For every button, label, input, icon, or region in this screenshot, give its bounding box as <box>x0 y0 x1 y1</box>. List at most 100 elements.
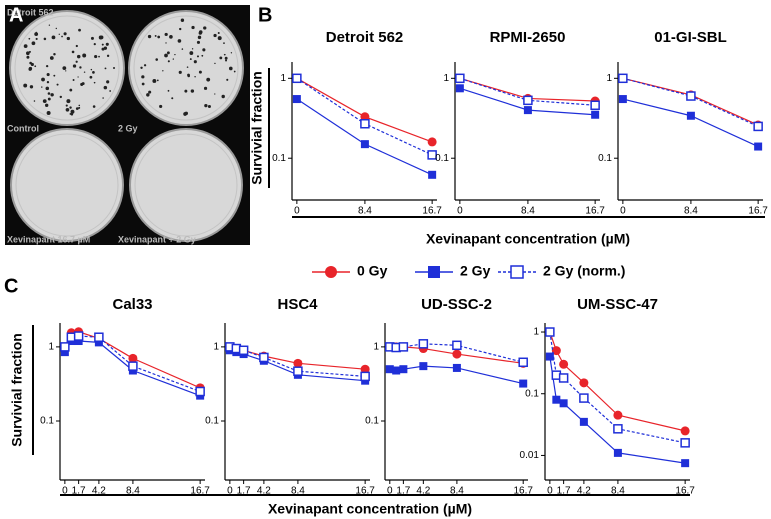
x-tick-label: 0 <box>62 486 68 497</box>
colony <box>221 94 225 99</box>
colony <box>78 106 81 109</box>
series-line <box>296 98 433 176</box>
point <box>686 91 696 101</box>
y-tick-label: 0.1 <box>205 416 219 427</box>
photo-label: Detroit 562 <box>7 7 54 17</box>
point <box>94 332 104 342</box>
colony <box>213 33 217 38</box>
colony <box>103 85 108 90</box>
colony <box>226 78 229 81</box>
point <box>558 373 569 383</box>
x-tick-label: 0 <box>227 486 233 497</box>
photo-label: 2 Gy <box>118 123 138 133</box>
colony <box>41 77 45 82</box>
colony <box>214 62 216 65</box>
point <box>618 73 628 84</box>
colony <box>29 61 32 65</box>
photo-label: Xevinapant 16.7 µM <box>7 234 90 244</box>
colony <box>41 86 43 88</box>
x-tick-label: 16.7 <box>675 486 695 497</box>
point <box>455 73 465 84</box>
colony <box>102 97 104 99</box>
colony <box>65 104 68 107</box>
colony <box>69 88 73 92</box>
colony <box>45 103 49 107</box>
colony <box>154 34 157 37</box>
colony <box>190 89 195 93</box>
colony <box>45 64 49 68</box>
y-tick-label: 1 <box>443 73 449 84</box>
colony <box>201 54 204 57</box>
point <box>613 424 623 434</box>
point <box>385 365 394 374</box>
chart-title: 01-GI-SBL <box>654 29 727 46</box>
point <box>360 140 369 149</box>
y-tick-label: 0.1 <box>40 416 54 427</box>
colony <box>186 66 189 68</box>
colony <box>191 48 194 50</box>
colony <box>77 76 79 78</box>
plot: Detroit 562 1 0.1 0 8.4 16.7 <box>272 29 442 217</box>
colony <box>92 71 95 74</box>
colony <box>230 52 233 54</box>
colony <box>47 92 51 95</box>
colony <box>83 71 86 73</box>
plots: Detroit 562 1 0.1 0 8.4 16.7 RPMI-2650 1 0.1 0 8.4… <box>40 29 768 497</box>
colony <box>23 83 28 88</box>
point <box>60 348 69 357</box>
colony <box>69 112 72 115</box>
colony <box>167 89 170 92</box>
x-tick-label: 8.4 <box>291 486 305 497</box>
y-tick-label: 1 <box>533 327 539 338</box>
point <box>293 358 303 368</box>
colony <box>214 93 216 95</box>
point <box>419 362 428 371</box>
photo-label: Xevinapant + 2 Gy <box>118 234 196 244</box>
point <box>455 84 464 93</box>
point <box>292 95 301 104</box>
panel-label: A <box>9 4 23 26</box>
colony <box>233 70 236 73</box>
colony <box>43 37 47 41</box>
colony <box>34 32 39 37</box>
colony <box>70 109 75 114</box>
colony <box>89 75 93 79</box>
colony <box>146 93 150 97</box>
colony <box>62 66 67 71</box>
colony <box>224 56 228 60</box>
point <box>681 459 690 468</box>
colony <box>56 83 59 86</box>
colony <box>78 104 81 107</box>
x-tick-label: 4.2 <box>257 486 271 497</box>
colony <box>58 33 60 35</box>
colony <box>141 75 145 79</box>
colony <box>46 73 50 77</box>
colony <box>164 53 168 58</box>
colony <box>94 54 98 59</box>
point <box>579 378 589 388</box>
point <box>753 121 763 132</box>
colony <box>26 55 30 59</box>
colony <box>169 35 173 39</box>
colony <box>104 67 107 70</box>
colony <box>191 25 195 30</box>
y-axis-label: Survivial fraction <box>249 71 265 185</box>
colony <box>217 36 222 41</box>
colony <box>69 106 72 109</box>
colony <box>167 60 170 63</box>
colony <box>194 76 196 78</box>
colony <box>217 32 220 34</box>
colony <box>157 35 161 39</box>
plot: 01-GI-SBL 1 0.1 0 8.4 16.7 <box>598 29 768 217</box>
x-tick-label: 16.7 <box>190 486 210 497</box>
colony <box>76 54 81 59</box>
series-line <box>549 331 686 444</box>
colony <box>180 18 185 22</box>
point <box>523 106 532 115</box>
point <box>518 357 528 368</box>
point <box>195 386 205 397</box>
legend-label: 2 Gy (norm.) <box>543 263 625 279</box>
point <box>128 353 138 363</box>
point <box>259 352 269 363</box>
point <box>613 448 622 457</box>
